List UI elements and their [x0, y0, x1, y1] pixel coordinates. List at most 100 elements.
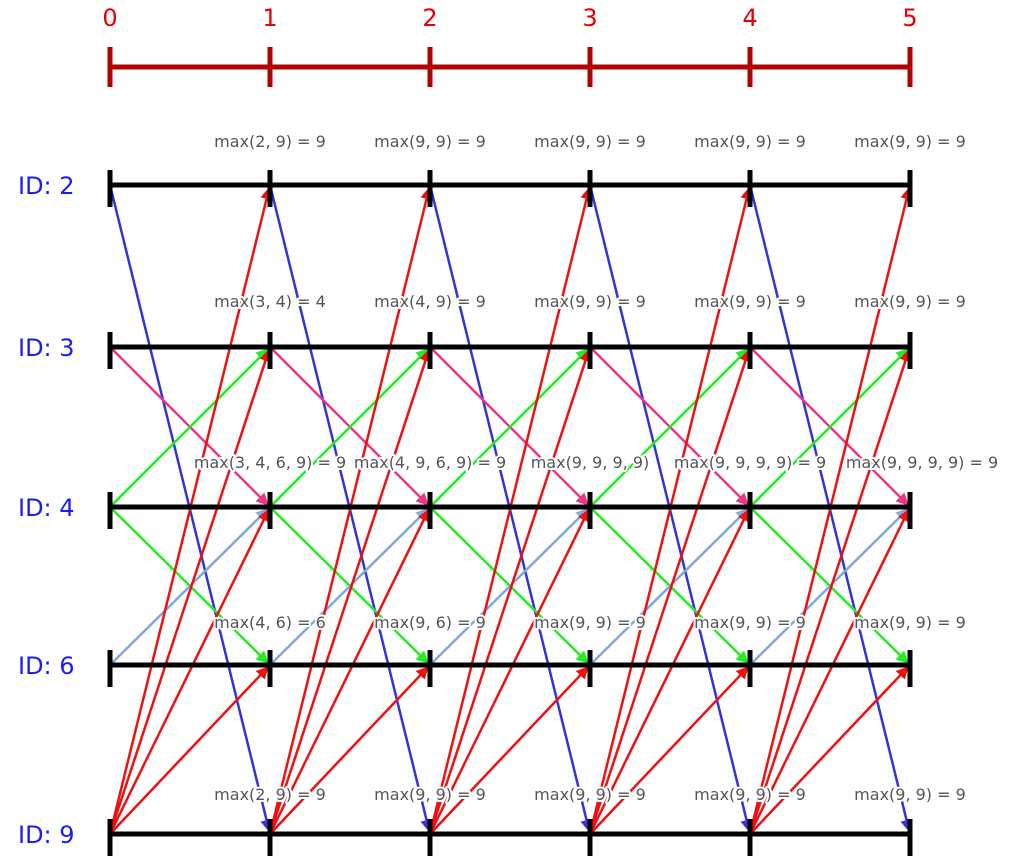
message-arrow: [748, 508, 910, 835]
message-arrow: [108, 508, 270, 835]
message-arrows: [108, 184, 913, 835]
message-arrow: [108, 348, 272, 835]
state-label-halo: max(3, 4, 6, 9) = 9: [194, 453, 346, 472]
state-label-halo: max(9, 9) = 9: [534, 132, 646, 151]
node-timelines: ID: 2 ID: 3 ID: 4 ID: 6 ID: 9: [18, 170, 913, 856]
round-label-0: 0: [102, 4, 117, 32]
message-arrow: [268, 348, 432, 835]
message-arrow: [589, 666, 749, 835]
state-label: max(2, 9) = 9: [214, 785, 326, 804]
state-label: max(9, 9, 9, 9) = 9: [846, 453, 998, 472]
state-label-halo: max(9, 9) = 9: [374, 132, 486, 151]
message-arrow: [589, 346, 749, 506]
message-arrow: [269, 508, 429, 666]
message-arrow: [269, 666, 429, 835]
message-arrow: [749, 508, 909, 666]
message-arrow: [428, 186, 593, 835]
state-label: max(9, 6) = 9: [374, 613, 486, 632]
state-label: max(9, 9) = 9: [854, 613, 966, 632]
state-label-halo: max(9, 9) = 9: [694, 613, 806, 632]
message-arrow: [428, 508, 590, 835]
state-label-halo: max(9, 9) = 9: [694, 132, 806, 151]
round-label-4: 4: [742, 4, 757, 32]
state-label: max(9, 9, 9, 9): [531, 453, 650, 472]
node-label: ID: 3: [18, 334, 75, 362]
state-label: max(9, 9) = 9: [694, 785, 806, 804]
state-label-halo: max(9, 9) = 9: [854, 292, 966, 311]
state-label-halo: max(9, 9, 9, 9): [531, 453, 650, 472]
message-arrow: [109, 348, 269, 508]
state-label: max(9, 9) = 9: [374, 132, 486, 151]
state-label: max(2, 9) = 9: [214, 132, 326, 151]
state-label-halo: max(2, 9) = 9: [214, 132, 326, 151]
state-label: max(4, 6) = 6: [214, 613, 326, 632]
node-label: ID: 2: [18, 172, 75, 200]
message-arrow: [429, 506, 589, 664]
message-arrow: [109, 506, 269, 664]
node-label: ID: 9: [18, 821, 75, 849]
state-label: max(3, 4, 6, 9) = 9: [194, 453, 346, 472]
message-arrow: [109, 508, 269, 666]
message-arrow: [269, 346, 429, 506]
message-arrow: [749, 506, 909, 664]
state-label: max(4, 9) = 9: [374, 292, 486, 311]
message-arrow: [749, 348, 909, 508]
state-label-halo: max(2, 9) = 9: [214, 785, 326, 804]
state-label: max(9, 9) = 9: [694, 292, 806, 311]
state-label: max(9, 9) = 9: [694, 613, 806, 632]
state-label-halo: max(9, 9) = 9: [694, 785, 806, 804]
state-label-halo: max(9, 6) = 9: [374, 613, 486, 632]
message-arrow: [748, 186, 913, 835]
state-label: max(9, 9) = 9: [854, 132, 966, 151]
message-arrow: [588, 348, 752, 835]
message-arrow: [269, 506, 429, 664]
state-label-halo: max(9, 9) = 9: [534, 613, 646, 632]
state-label: max(9, 9) = 9: [694, 132, 806, 151]
message-arrow: [429, 348, 589, 508]
node-label: ID: 6: [18, 652, 75, 680]
state-label-halo: max(9, 9, 9, 9) = 9: [674, 453, 826, 472]
state-label: max(9, 9, 9, 9) = 9: [674, 453, 826, 472]
message-arrow: [108, 186, 273, 835]
state-label-halo: max(9, 9) = 9: [694, 292, 806, 311]
message-arrow: [268, 508, 430, 835]
state-label-halo: max(9, 9) = 9: [534, 292, 646, 311]
round-timeline: 0 1 2 3 4 5: [102, 4, 918, 87]
state-label: max(9, 9) = 9: [534, 613, 646, 632]
state-label-halo: max(4, 9) = 9: [374, 292, 486, 311]
message-arrow: [268, 186, 433, 835]
message-arrow: [589, 348, 749, 508]
message-arrow: [428, 348, 592, 835]
round-label-2: 2: [422, 4, 437, 32]
state-label-halo: max(9, 9) = 9: [374, 785, 486, 804]
state-label-halo: max(9, 9) = 9: [854, 613, 966, 632]
node-label: ID: 4: [18, 494, 75, 522]
state-label-halo: max(9, 9) = 9: [854, 785, 966, 804]
state-label-halo: max(9, 9) = 9: [534, 785, 646, 804]
state-label-halo: max(9, 9, 9, 9) = 9: [846, 453, 998, 472]
message-arrow: [269, 348, 429, 508]
round-label-5: 5: [902, 4, 917, 32]
message-arrow: [429, 346, 589, 506]
state-labels: max(2, 9) = 9 max(2, 9) = 9 max(9, 9) = 9 m…: [192, 130, 1000, 806]
message-arrow: [429, 508, 589, 666]
state-label: max(4, 9, 6, 9) = 9: [354, 453, 506, 472]
message-arrow: [749, 346, 909, 506]
state-label: max(9, 9) = 9: [534, 132, 646, 151]
message-arrow: [589, 506, 749, 664]
message-arrow: [589, 508, 749, 666]
state-label: max(9, 9) = 9: [534, 785, 646, 804]
state-label: max(3, 4) = 4: [214, 292, 326, 311]
round-label-3: 3: [582, 4, 597, 32]
state-label-halo: max(4, 9, 6, 9) = 9: [354, 453, 506, 472]
state-label-halo: max(4, 6) = 6: [214, 613, 326, 632]
message-arrow: [429, 666, 589, 835]
message-arrow: [748, 348, 912, 835]
message-arrow: [588, 508, 750, 835]
state-label: max(9, 9) = 9: [854, 292, 966, 311]
message-arrow: [588, 186, 753, 835]
round-label-1: 1: [262, 4, 277, 32]
message-arrow: [109, 346, 269, 506]
state-label: max(9, 9) = 9: [854, 785, 966, 804]
